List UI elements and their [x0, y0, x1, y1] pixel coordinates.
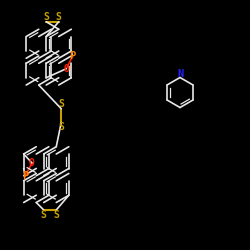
Text: S: S [43, 12, 49, 22]
Text: O: O [63, 64, 69, 74]
Text: N: N [177, 69, 183, 79]
Text: S: S [58, 122, 64, 132]
Text: S: S [41, 210, 47, 220]
Text: P: P [22, 171, 28, 181]
Text: S: S [58, 99, 64, 109]
Text: S: S [53, 210, 59, 220]
Text: S: S [56, 12, 62, 22]
Text: P: P [70, 51, 75, 61]
Text: O: O [29, 158, 35, 168]
